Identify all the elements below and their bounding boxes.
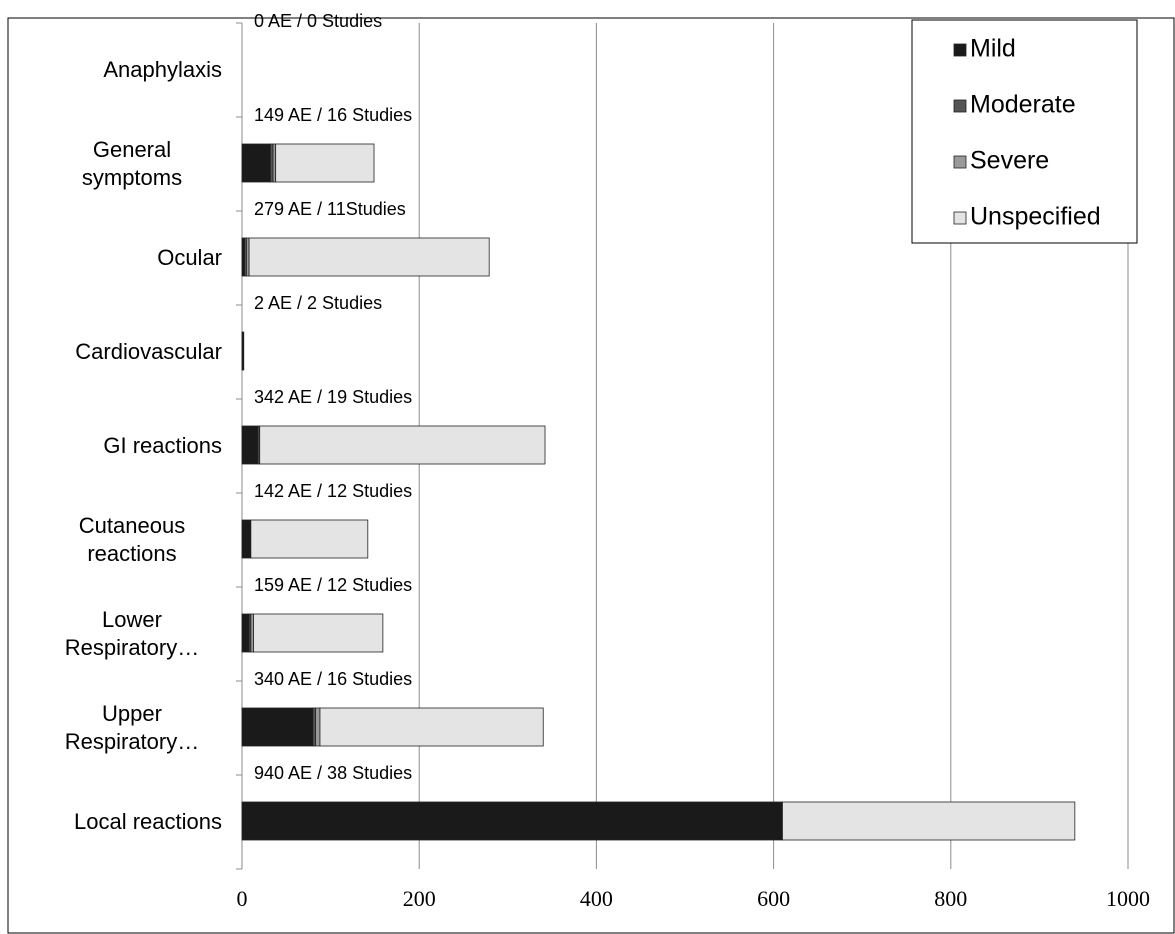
- category-label-box: Anaphylaxis: [2, 23, 222, 117]
- category-label-box: Ocular: [2, 211, 222, 305]
- annotation: 2 AE / 2 Studies: [254, 293, 382, 313]
- y-tick-label: GI reactions: [103, 433, 222, 458]
- legend-swatch: [953, 155, 967, 169]
- annotation: 342 AE / 19 Studies: [254, 387, 412, 407]
- bar-segment: [248, 237, 490, 277]
- category-label-box: Cutaneous reactions: [2, 493, 222, 587]
- bar-segment: [259, 425, 546, 465]
- legend-label: Moderate: [970, 91, 1076, 119]
- category-label-box: Upper Respiratory…: [2, 681, 222, 775]
- category-label-box: Cardiovascular: [2, 305, 222, 399]
- category-label-box: General symptoms: [2, 117, 222, 211]
- y-tick-label: Lower Respiratory…: [64, 607, 200, 660]
- bar-segment: [315, 707, 321, 747]
- x-tick-label: 400: [580, 886, 613, 911]
- legend-label: Mild: [970, 35, 1016, 63]
- annotation: 340 AE / 16 Studies: [254, 669, 412, 689]
- legend-swatch: [953, 43, 967, 57]
- bar-segment: [275, 143, 375, 183]
- y-tick-label: Anaphylaxis: [103, 57, 222, 82]
- annotation: 142 AE / 12 Studies: [254, 481, 412, 501]
- y-tick-label: Ocular: [157, 245, 222, 270]
- bar-segment: [241, 425, 259, 465]
- bar-segment: [241, 707, 314, 747]
- bar-segment: [319, 707, 544, 747]
- y-tick-label: Local reactions: [74, 809, 222, 834]
- y-tick-label: Upper Respiratory…: [64, 701, 200, 754]
- annotation: 0 AE / 0 Studies: [254, 11, 382, 31]
- bar-segment: [253, 613, 384, 653]
- x-tick-label: 800: [934, 886, 967, 911]
- legend-swatch: [953, 99, 967, 113]
- legend-box: [911, 19, 1138, 244]
- annotation: 159 AE / 12 Studies: [254, 575, 412, 595]
- annotation: 279 AE / 11Studies: [254, 199, 406, 219]
- chart-border: [7, 17, 1175, 934]
- annotation: 149 AE / 16 Studies: [254, 105, 412, 125]
- bar-segment: [241, 143, 271, 183]
- bar-segment: [241, 331, 245, 371]
- category-label-box: GI reactions: [2, 399, 222, 493]
- x-tick-label: 600: [757, 886, 790, 911]
- legend-label: Unspecified: [970, 203, 1101, 231]
- y-tick-label: General symptoms: [81, 137, 183, 190]
- category-label-box: Local reactions: [2, 775, 222, 869]
- bar-segment: [250, 519, 369, 559]
- annotation: 940 AE / 38 Studies: [254, 763, 412, 783]
- bar-segment: [241, 613, 250, 653]
- bar-segment: [241, 801, 783, 841]
- y-tick-label: Cardiovascular: [75, 339, 222, 364]
- category-label-box: Lower Respiratory…: [2, 587, 222, 681]
- bar-segment: [782, 801, 1076, 841]
- legend-swatch: [953, 211, 967, 225]
- bar-segment: [241, 519, 252, 559]
- y-tick-label: Cutaneous reactions: [78, 513, 186, 566]
- legend-label: Severe: [970, 147, 1049, 175]
- x-tick-label: 1000: [1106, 886, 1150, 911]
- x-tick-label: 0: [237, 886, 248, 911]
- x-tick-label: 200: [403, 886, 436, 911]
